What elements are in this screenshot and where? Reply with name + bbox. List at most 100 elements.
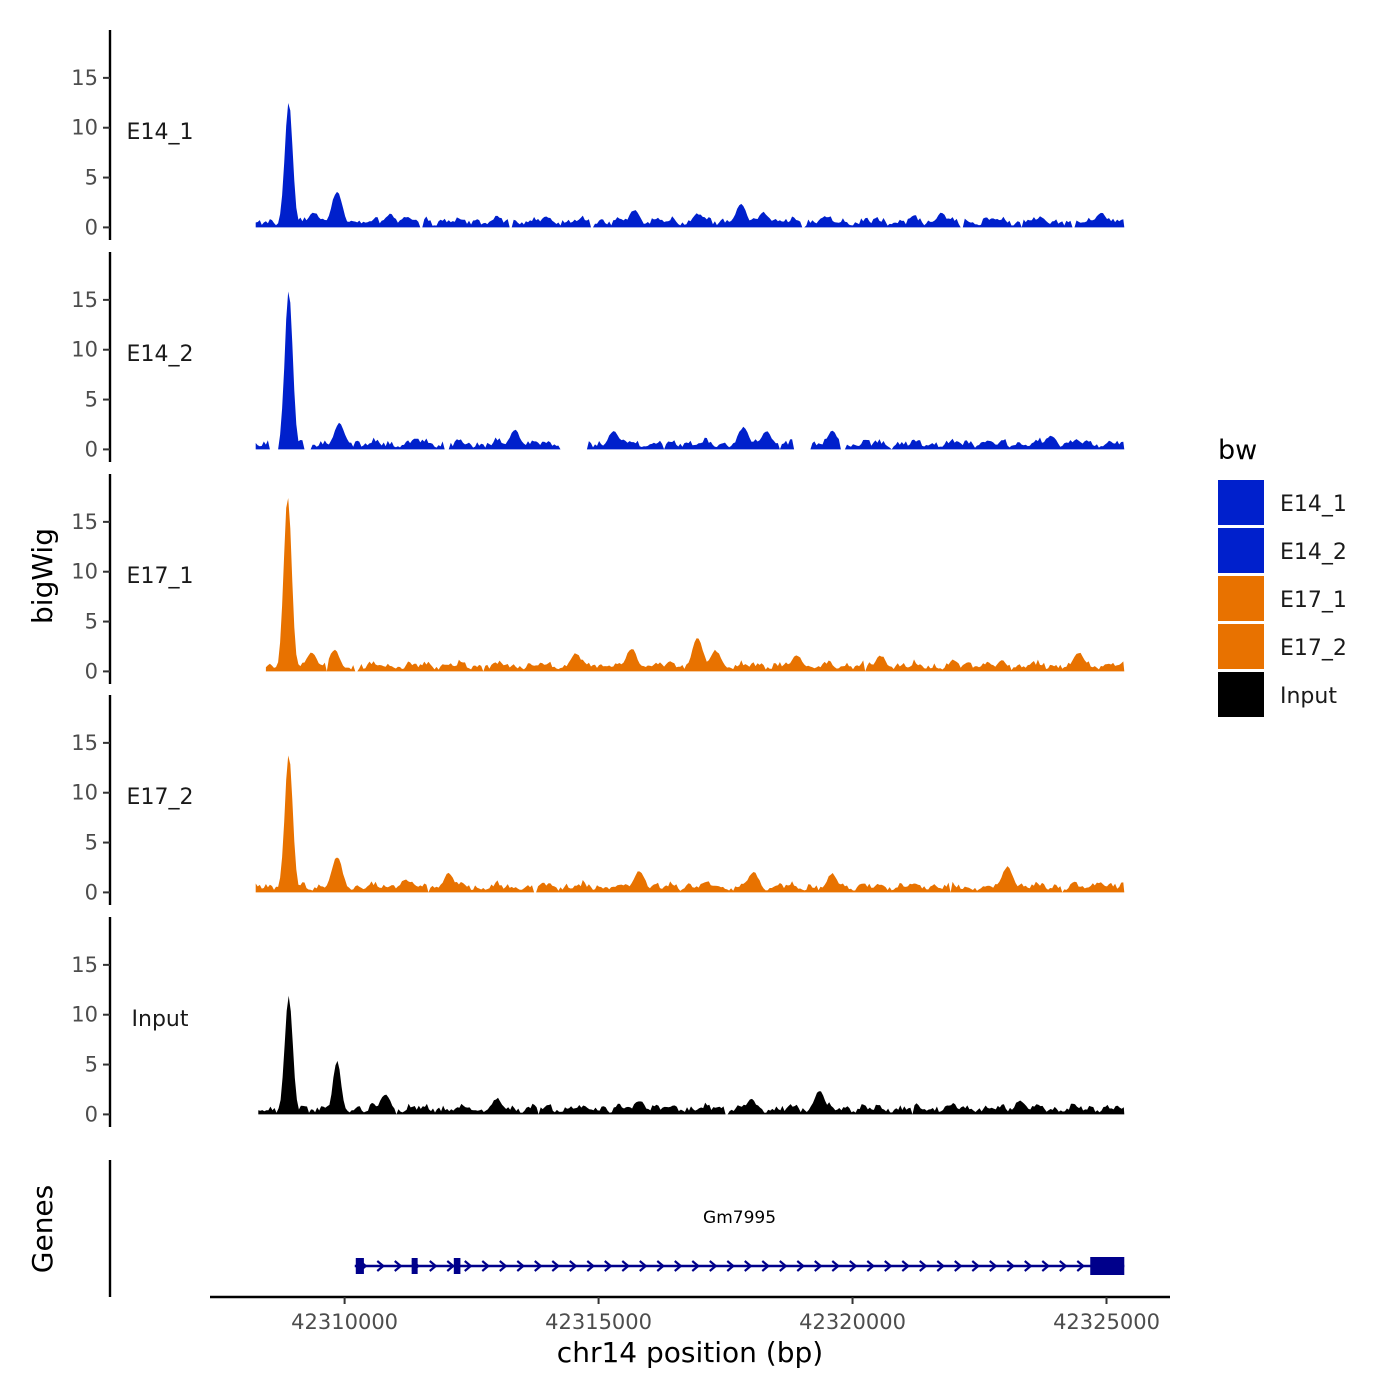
strand-arrow-icon [831,1260,840,1272]
gene-model [354,1257,1125,1275]
track-label: E17_1 [127,564,194,589]
legend-label: E17_2 [1280,636,1347,661]
legend-swatch [1218,480,1264,525]
x-axis: 42310000 42315000 42320000 42325000 chr14 p… [210,1295,1170,1369]
y-tick-label: 0 [85,437,98,461]
strand-arrow-icon [761,1260,770,1272]
y-tick-label: 10 [71,1003,98,1027]
gene-exon [453,1258,461,1274]
track-label: E14_1 [127,120,194,145]
x-axis-ticks: 42310000 42315000 42320000 42325000 [291,1297,1160,1334]
legend-title: bw [1218,435,1257,466]
strand-arrow-icon [726,1260,735,1272]
strand-arrow-icon [691,1260,700,1272]
strand-arrow-icon [744,1260,753,1272]
x-axis-title: chr14 position (bp) [557,1336,823,1369]
strand-arrow-icon [884,1260,893,1272]
y-tick-label: 0 [85,880,98,904]
y-tick-label: 15 [71,953,98,977]
signal-area-e14-2 [255,291,1125,450]
strand-arrow-icon [674,1260,683,1272]
strand-arrow-icon [919,1260,928,1272]
signal-area-e17-1 [265,498,1125,672]
y-tick-label: 15 [71,288,98,312]
strand-arrow-icon [516,1260,525,1272]
track-e14-2: 0 5 10 15 E14_2 [71,252,1125,462]
track-e14-1: 0 5 10 15 E14_1 [71,30,1125,240]
track-e17-2: 0 5 10 15 E17_2 [71,695,1125,905]
track-input: 0 5 10 15 Input [71,917,1125,1127]
strand-arrow-icon [936,1260,945,1272]
signal-area-e14-1 [255,103,1125,228]
gene-name-label: Gm7995 [703,1208,776,1228]
strand-arrow-icon [621,1260,630,1272]
strand-arrow-icon [534,1260,543,1272]
strand-arrow-icon [1076,1260,1085,1272]
y-tick-label: 15 [71,731,98,755]
strand-arrow-icon [1024,1260,1033,1272]
strand-arrow-icon [656,1260,665,1272]
y-tick-label: 5 [85,388,98,412]
strand-arrow-icon [586,1260,595,1272]
y-tick-label: 10 [71,560,98,584]
legend-label: E14_1 [1280,492,1347,517]
strand-arrow-icon [849,1260,858,1272]
y-tick-label: 10 [71,338,98,362]
strand-arrow-icon [481,1260,490,1272]
y-tick-label: 15 [71,66,98,90]
strand-arrow-icon [1006,1260,1015,1272]
y-tick-label: 0 [85,215,98,239]
strand-arrow-icon [499,1260,508,1272]
legend: bw E14_1 E14_2 E17_1 E17_2 Input [1218,435,1347,717]
y-tick-label: 10 [71,116,98,140]
legend-swatch [1218,672,1264,717]
genes-panel: Gm7995 [108,1160,1125,1297]
strand-arrow-icon [989,1260,998,1272]
y-tick-label: 5 [85,1053,98,1077]
gene-exon [1090,1257,1125,1275]
track-e17-1: 0 5 10 15 E17_1 [71,474,1125,684]
strand-arrow-icon [446,1260,455,1272]
y-tick-label: 5 [85,831,98,855]
signal-area-e17-2 [255,755,1125,893]
strand-arrow-icon [971,1260,980,1272]
legend-label: E17_1 [1280,588,1347,613]
strand-arrow-icon [639,1260,648,1272]
strand-arrow-icon [394,1260,403,1272]
y-tick-label: 0 [85,659,98,683]
gene-exon [411,1258,418,1274]
strand-arrow-icon [551,1260,560,1272]
y-tick-label: 10 [71,781,98,805]
x-tick-label: 42325000 [1053,1310,1160,1334]
strand-arrow-icon [779,1260,788,1272]
strand-arrow-icon [1041,1260,1050,1272]
strand-arrow-icon [901,1260,910,1272]
legend-label: Input [1280,684,1337,709]
legend-swatch [1218,624,1264,669]
legend-label: E14_2 [1280,540,1347,565]
legend-items: E14_1 E14_2 E17_1 E17_2 Input [1218,480,1347,717]
signal-area-input [258,995,1125,1115]
strand-arrow-icon [604,1260,613,1272]
track-label: Input [132,1007,189,1032]
strand-arrow-icon [814,1260,823,1272]
strand-arrow-icon [376,1260,385,1272]
track-label: E17_2 [127,785,194,810]
y-tick-label: 5 [85,610,98,634]
signal-tracks: 0 5 10 15 E14_1 0 5 10 15 E14_2 0 5 10 15 E17_1 0 5 10 15 E… [71,30,1125,1127]
x-tick-label: 42310000 [291,1310,398,1334]
strand-arrow-icon [429,1260,438,1272]
strand-arrow-icon [569,1260,578,1272]
legend-swatch [1218,528,1264,573]
strand-arrow-icon [709,1260,718,1272]
strand-arrow-icon [954,1260,963,1272]
x-tick-label: 42320000 [799,1310,906,1334]
y-tick-label: 15 [71,510,98,534]
y-tick-label: 0 [85,1102,98,1126]
strand-arrow-icon [866,1260,875,1272]
genes-axis-title: Genes [26,1185,59,1273]
track-label: E14_2 [127,342,194,367]
strand-arrow-icon [796,1260,805,1272]
gene-exon [355,1258,364,1274]
